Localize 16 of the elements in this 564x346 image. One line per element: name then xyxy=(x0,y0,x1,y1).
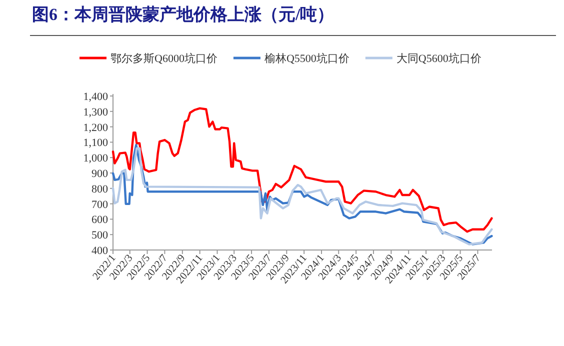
chart-title: 图6：本周晋陕蒙产地价格上涨（元/吨） xyxy=(32,5,334,24)
y-tick-label: 1,300 xyxy=(83,106,108,118)
y-tick-label: 400 xyxy=(92,245,108,257)
y-tick-label: 900 xyxy=(92,168,108,180)
legend-label: 鄂尔多斯Q6000坑口价 xyxy=(110,52,218,65)
y-tick-label: 800 xyxy=(92,183,108,196)
legend-label: 大同Q5600坑口价 xyxy=(396,52,482,65)
y-tick-label: 1,200 xyxy=(83,122,108,134)
legend-label: 榆林Q5500坑口价 xyxy=(264,52,350,65)
y-tick-label: 1,400 xyxy=(83,91,108,103)
y-tick-label: 700 xyxy=(92,198,108,211)
y-tick-label: 1,100 xyxy=(83,137,108,150)
y-tick-label: 500 xyxy=(92,230,108,242)
line-series xyxy=(112,107,493,233)
y-tick-label: 600 xyxy=(92,214,108,226)
y-tick-label: 1,000 xyxy=(83,152,108,165)
